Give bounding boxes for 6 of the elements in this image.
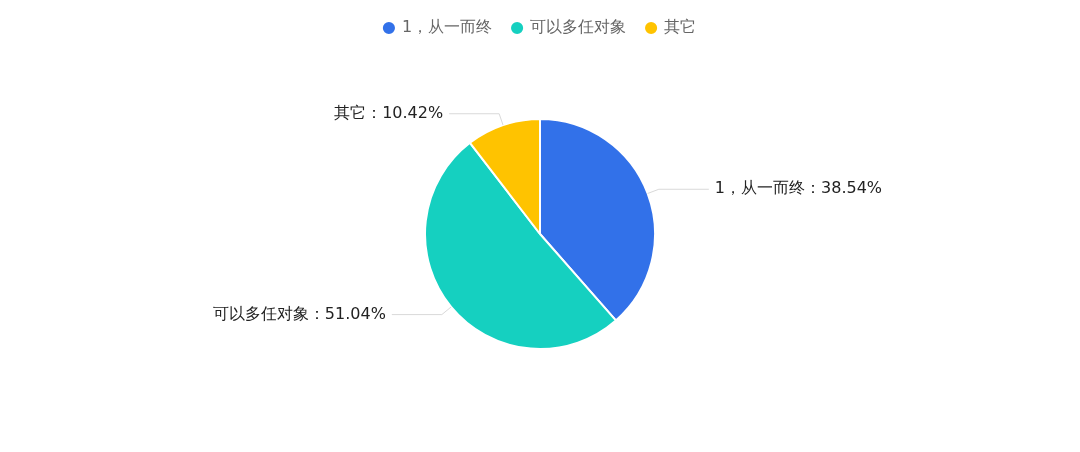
legend-label: 可以多任对象 [530,17,627,37]
data-label: 1，从一而终：38.54% [714,178,883,198]
legend-label: 其它 [664,17,697,37]
data-label: 其它：10.42% [334,102,444,122]
legend-label: 1，从一而终 [401,17,493,37]
data-label: 可以多任对象：51.04% [212,303,386,323]
